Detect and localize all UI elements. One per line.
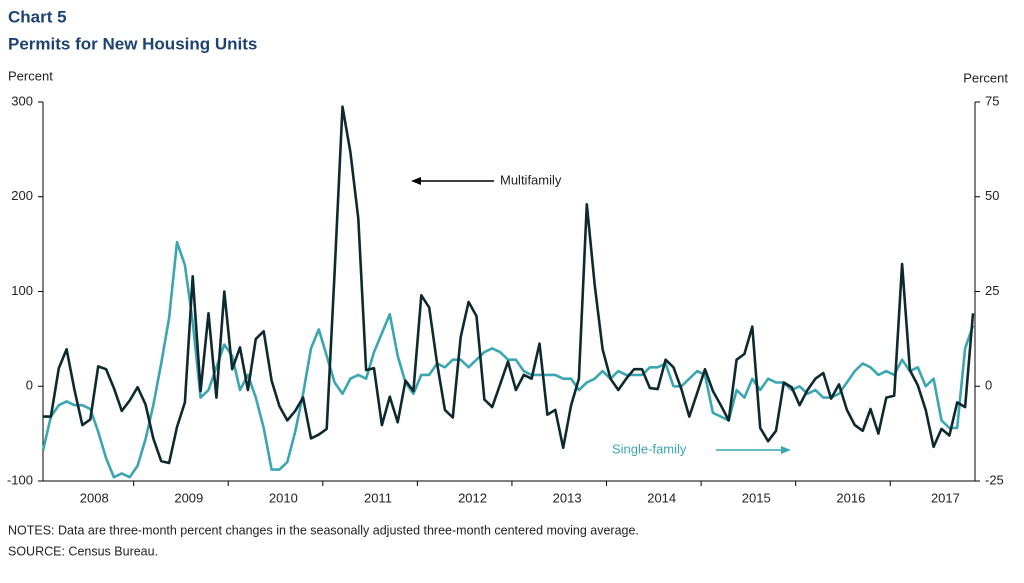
chart-subtitle: Permits for New Housing Units xyxy=(8,34,257,53)
x-tick-label: 2009 xyxy=(174,490,203,505)
y-tick-label: 100 xyxy=(11,283,33,298)
y2-tick-label: 50 xyxy=(985,188,999,203)
y2-tick-label: 25 xyxy=(985,283,999,298)
x-tick-label: 2011 xyxy=(364,490,392,505)
series-line xyxy=(43,105,975,465)
source: SOURCE: Census Bureau. xyxy=(8,544,158,558)
x-tick-label: 2012 xyxy=(458,490,487,505)
y2-tick-label: 75 xyxy=(985,93,999,108)
y2-tick-label: -25 xyxy=(985,472,1004,487)
y-axis-label: Percent xyxy=(8,68,53,83)
annotation: Single-family xyxy=(612,441,687,456)
y-tick-label: 0 xyxy=(26,378,33,393)
notes: NOTES: Data are three-month percent chan… xyxy=(8,523,639,537)
x-tick-label: 2008 xyxy=(80,490,109,505)
series-line xyxy=(41,240,975,479)
x-tick-label: 2013 xyxy=(553,490,582,505)
arrow-head xyxy=(781,446,791,454)
x-tick-label: 2010 xyxy=(269,490,298,505)
annotation: Multifamily xyxy=(500,172,562,187)
x-tick-label: 2015 xyxy=(742,490,771,505)
y2-axis-label: Percent xyxy=(963,70,1008,85)
x-tick-label: 2016 xyxy=(836,490,865,505)
x-tick-label: 2017 xyxy=(931,490,960,505)
y-tick-label: -100 xyxy=(7,472,33,487)
y-tick-label: 200 xyxy=(11,188,33,203)
y2-tick-label: 0 xyxy=(985,378,992,393)
chart-title: Chart 5 xyxy=(8,7,67,26)
arrow-head xyxy=(411,177,421,185)
x-tick-label: 2014 xyxy=(647,490,676,505)
y-tick-label: 300 xyxy=(11,93,33,108)
